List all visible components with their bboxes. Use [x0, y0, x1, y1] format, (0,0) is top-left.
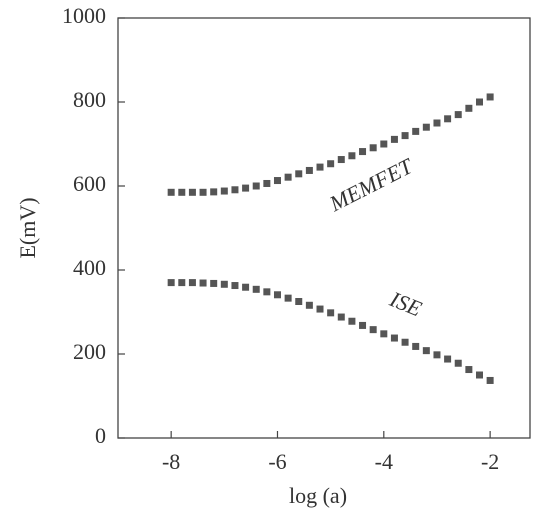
x-tick-label: -4 — [375, 449, 393, 474]
point — [327, 160, 335, 168]
point — [369, 144, 377, 152]
point — [316, 305, 324, 313]
point — [444, 115, 452, 123]
x-tick-label: -6 — [268, 449, 286, 474]
point — [231, 186, 239, 194]
point — [316, 163, 324, 171]
y-axis-label: E(mV) — [15, 197, 40, 258]
y-tick-label: 200 — [73, 339, 106, 364]
point — [422, 123, 430, 131]
point — [284, 173, 292, 181]
point — [167, 279, 175, 287]
y-tick-label: 0 — [95, 423, 106, 448]
point — [188, 279, 196, 287]
point — [263, 179, 271, 187]
point — [401, 132, 409, 140]
point — [273, 291, 281, 299]
point — [359, 321, 367, 329]
point — [327, 309, 335, 317]
point — [390, 135, 398, 143]
point — [444, 355, 452, 363]
y-tick-label: 600 — [73, 171, 106, 196]
plot-frame — [117, 17, 531, 439]
point — [210, 279, 218, 287]
point — [465, 366, 473, 374]
point — [369, 326, 377, 334]
point — [486, 93, 494, 101]
point — [337, 156, 345, 164]
x-axis-label: log (a) — [289, 483, 347, 508]
point — [359, 148, 367, 156]
point — [242, 184, 250, 192]
point — [433, 119, 441, 127]
point — [220, 187, 228, 195]
point — [295, 298, 303, 305]
point — [305, 301, 313, 309]
point — [231, 282, 239, 290]
point — [199, 279, 207, 287]
point — [263, 288, 271, 296]
point — [178, 188, 186, 196]
x-tick-label: -2 — [481, 449, 499, 474]
point — [167, 188, 175, 196]
point — [401, 338, 409, 346]
point — [475, 98, 483, 106]
point — [242, 283, 250, 291]
y-tick-label: 800 — [73, 87, 106, 112]
series-label: ISE — [386, 286, 426, 322]
point — [486, 376, 494, 384]
point — [337, 313, 345, 321]
y-tick-label: 1000 — [62, 3, 106, 28]
point — [412, 127, 420, 135]
point — [380, 140, 388, 148]
point — [380, 330, 388, 338]
point — [252, 285, 260, 293]
point — [284, 294, 292, 302]
point — [210, 188, 218, 196]
point — [273, 177, 281, 185]
point — [422, 347, 430, 355]
point — [199, 188, 207, 196]
point — [348, 152, 356, 160]
point — [220, 280, 228, 288]
y-tick-label: 400 — [73, 255, 106, 280]
point — [412, 342, 420, 350]
x-tick-label: -8 — [162, 449, 180, 474]
point — [454, 111, 462, 119]
point — [465, 104, 473, 112]
point — [295, 170, 303, 178]
point — [454, 359, 462, 367]
point — [433, 351, 441, 359]
point — [178, 279, 186, 287]
point — [348, 317, 356, 325]
point — [188, 188, 196, 196]
point — [305, 166, 313, 174]
point — [390, 334, 398, 342]
point — [252, 182, 260, 190]
point — [475, 371, 483, 379]
